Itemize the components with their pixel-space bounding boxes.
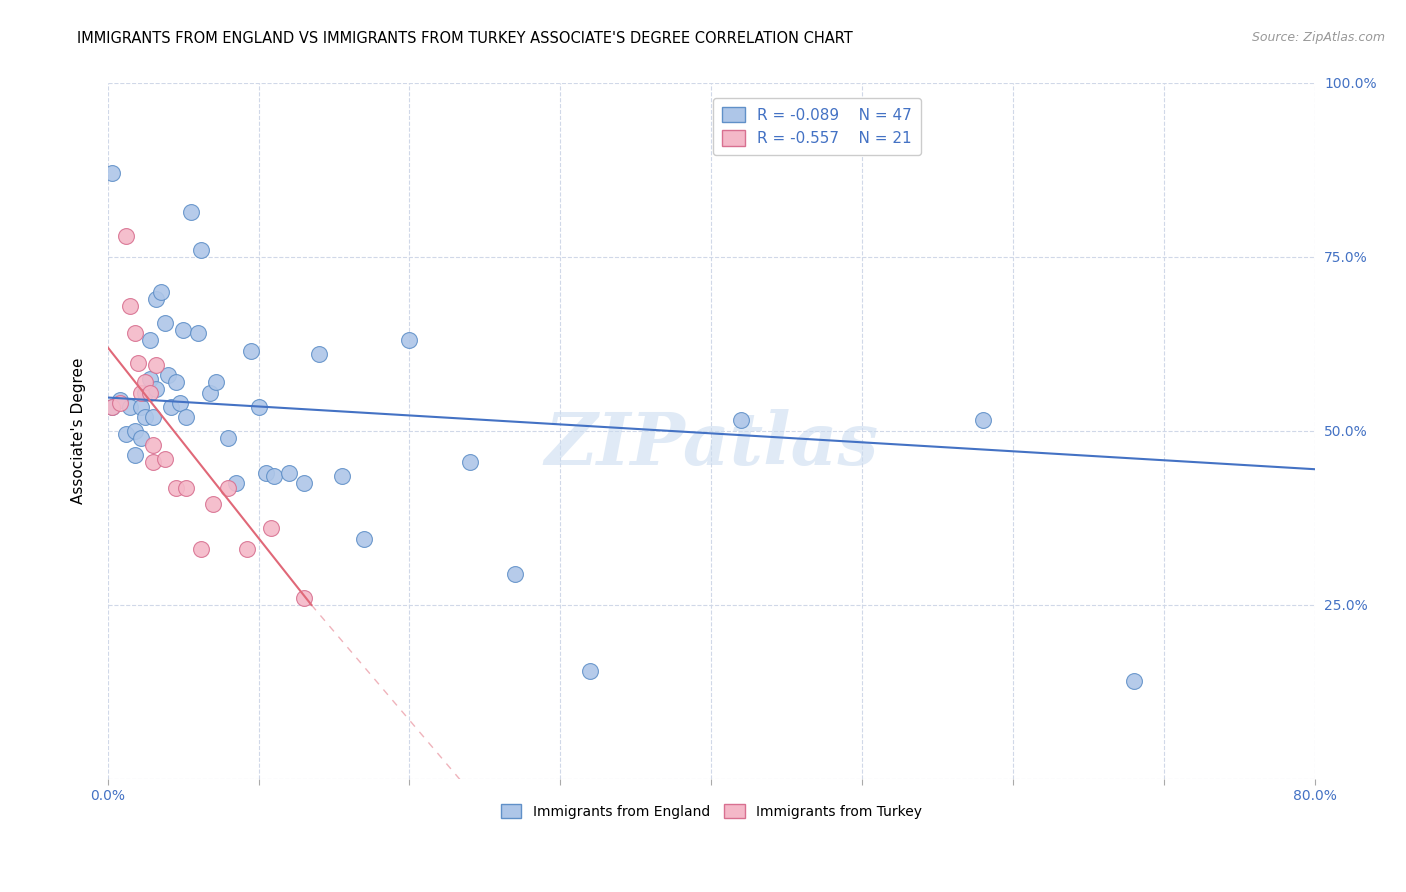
Text: ZIPatlas: ZIPatlas <box>544 409 879 481</box>
Point <box>730 413 752 427</box>
Point <box>115 427 138 442</box>
Point <box>972 413 994 427</box>
Point <box>149 285 172 299</box>
Point <box>129 431 152 445</box>
Point <box>458 455 481 469</box>
Point <box>142 438 165 452</box>
Point <box>108 396 131 410</box>
Point <box>225 476 247 491</box>
Point <box>503 566 526 581</box>
Point <box>292 591 315 605</box>
Point <box>139 385 162 400</box>
Point <box>101 166 124 180</box>
Point <box>124 448 146 462</box>
Point <box>174 481 197 495</box>
Point <box>200 385 222 400</box>
Point <box>134 385 156 400</box>
Point <box>165 481 187 495</box>
Point <box>172 323 194 337</box>
Point <box>124 326 146 341</box>
Point <box>142 455 165 469</box>
Point <box>174 409 197 424</box>
Point <box>157 368 180 383</box>
Point <box>254 466 277 480</box>
Point <box>153 451 176 466</box>
Y-axis label: Associate's Degree: Associate's Degree <box>72 358 86 504</box>
Text: IMMIGRANTS FROM ENGLAND VS IMMIGRANTS FROM TURKEY ASSOCIATE'S DEGREE CORRELATION: IMMIGRANTS FROM ENGLAND VS IMMIGRANTS FR… <box>77 31 853 46</box>
Point <box>115 229 138 244</box>
Text: Source: ZipAtlas.com: Source: ZipAtlas.com <box>1251 31 1385 45</box>
Point <box>160 400 183 414</box>
Point <box>308 347 330 361</box>
Point <box>153 316 176 330</box>
Point <box>202 497 225 511</box>
Point <box>1122 674 1144 689</box>
Point <box>145 292 167 306</box>
Point <box>120 299 142 313</box>
Point <box>127 356 149 370</box>
Point <box>205 375 228 389</box>
Legend: Immigrants from England, Immigrants from Turkey: Immigrants from England, Immigrants from… <box>495 798 927 824</box>
Point <box>142 409 165 424</box>
Point <box>247 400 270 414</box>
Point <box>217 481 239 495</box>
Point <box>292 476 315 491</box>
Point <box>165 375 187 389</box>
Point <box>101 400 124 414</box>
Point <box>217 431 239 445</box>
Point <box>134 375 156 389</box>
Point <box>124 424 146 438</box>
Point <box>134 409 156 424</box>
Point <box>235 542 257 557</box>
Point <box>101 400 124 414</box>
Point <box>145 358 167 372</box>
Point <box>579 664 602 678</box>
Point <box>398 334 420 348</box>
Point <box>240 343 263 358</box>
Point <box>120 400 142 414</box>
Point <box>330 469 353 483</box>
Point <box>139 372 162 386</box>
Point <box>129 385 152 400</box>
Point <box>260 521 283 535</box>
Point <box>139 334 162 348</box>
Point <box>190 243 212 257</box>
Point <box>129 400 152 414</box>
Point <box>190 542 212 557</box>
Point <box>108 392 131 407</box>
Point <box>169 396 191 410</box>
Point <box>263 469 285 483</box>
Point <box>277 466 299 480</box>
Point <box>180 204 202 219</box>
Point <box>353 532 375 546</box>
Point <box>187 326 209 341</box>
Point <box>145 382 167 396</box>
